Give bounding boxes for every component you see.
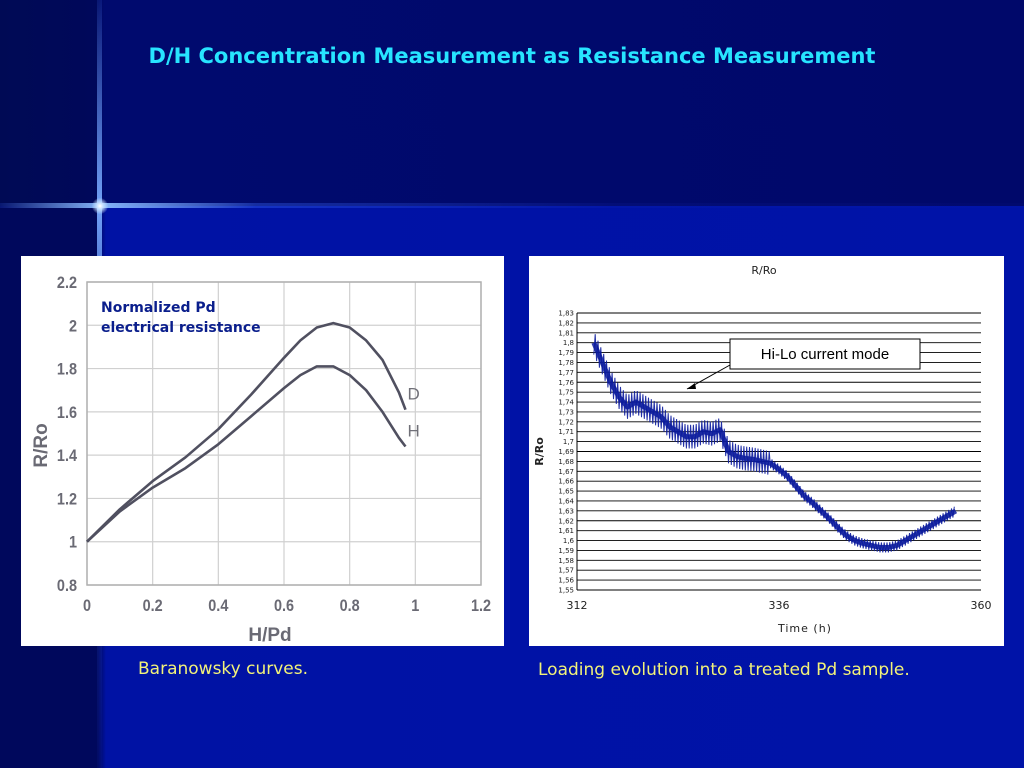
loading-chart: R/Ro 1,55 1,56 1,57 1,58 1,59 1,6 1,61 1,62 1,63 1… xyxy=(533,264,992,635)
y-tick-label: 1,6 xyxy=(563,537,575,545)
y-tick-label: 1.4 xyxy=(57,447,77,465)
y-tick-label: 1.2 xyxy=(57,490,77,508)
loading-chart-panel: R/Ro 1,55 1,56 1,57 1,58 1,59 1,6 1,61 1,62 1,63 1… xyxy=(529,256,1004,646)
background-upper xyxy=(0,0,1024,206)
y-tick-label: 1,73 xyxy=(558,408,574,416)
x-tick-label: 0.4 xyxy=(208,597,228,615)
x-tick-label: 312 xyxy=(567,599,588,612)
slide-title: D/H Concentration Measurement as Resista… xyxy=(148,44,876,68)
y-axis-label: R/Ro xyxy=(533,437,546,466)
y-tick-label: 1.8 xyxy=(57,361,77,379)
y-tick-label: 1,71 xyxy=(558,428,574,436)
y-tick-label: 1,8 xyxy=(563,339,574,347)
y-tick-label: 1 xyxy=(69,534,77,552)
x-tick-label: 0.6 xyxy=(274,597,294,615)
x-tick-label: 0.8 xyxy=(340,597,360,615)
y-tick-label: 1,56 xyxy=(558,577,574,585)
annotation-arrowhead xyxy=(687,383,696,389)
y-tick-label: 1,62 xyxy=(558,517,574,525)
y-tick-label: 1,61 xyxy=(558,527,574,535)
annotation-text: electrical resistance xyxy=(101,320,261,336)
caption-right: Loading evolution into a treated Pd samp… xyxy=(538,660,910,680)
chart-title: R/Ro xyxy=(751,264,776,277)
series-noise xyxy=(593,334,955,553)
x-tick-label: 0 xyxy=(83,597,91,615)
y-tick-label: 1,76 xyxy=(558,379,574,387)
x-tick-label: 0.2 xyxy=(143,597,163,615)
series-line-h xyxy=(86,365,407,543)
y-tick-label: 2 xyxy=(69,317,77,335)
y-tick-label: 1,75 xyxy=(558,389,574,397)
x-tick-label: 360 xyxy=(971,599,992,612)
annotation-text: Normalized Pd xyxy=(101,300,216,316)
y-tick-label: 1,55 xyxy=(558,587,574,595)
y-tick-label: 1,59 xyxy=(558,547,574,555)
y-tick-label: 1,81 xyxy=(558,329,574,337)
series-line xyxy=(591,341,958,550)
y-tick-label: 1,78 xyxy=(558,359,574,367)
y-tick-label: 1,83 xyxy=(558,310,574,318)
y-tick-label: 1,82 xyxy=(558,319,574,327)
y-axis-label: R/Ro xyxy=(31,423,52,467)
y-tick-label: 1,77 xyxy=(558,369,574,377)
baranowsky-chart-panel: 0 0.2 0.4 0.6 0.8 1 1.2 0.8 1 1.2 1.4 1.6 1.8 2 2.2 D H H… xyxy=(21,256,504,646)
x-tick-label: 336 xyxy=(769,599,790,612)
x-axis-label: H/Pd xyxy=(248,625,291,646)
y-tick-label: 2.2 xyxy=(57,274,77,292)
y-tick-label: 1,7 xyxy=(563,438,574,446)
y-tick-label: 1.6 xyxy=(57,404,77,422)
series-line-d xyxy=(86,321,407,543)
x-axis-label: Time (h) xyxy=(777,622,832,635)
y-tick-label: 1,63 xyxy=(558,507,574,515)
x-tick-label: 1 xyxy=(411,597,419,615)
plot-frame xyxy=(86,281,482,586)
baranowsky-chart: 0 0.2 0.4 0.6 0.8 1 1.2 0.8 1 1.2 1.4 1.6 1.8 2 2.2 DH H… xyxy=(31,274,491,646)
y-tick-label: 1,69 xyxy=(558,448,574,456)
y-tick-label: 1,72 xyxy=(558,418,574,426)
series-label-d: D xyxy=(407,385,419,404)
annotation-text: Hi-Lo current mode xyxy=(761,346,889,363)
x-tick-label: 1.2 xyxy=(471,597,491,615)
y-tick-label: 1,64 xyxy=(558,497,574,505)
y-tick-label: 1,68 xyxy=(558,458,574,466)
annotation-box xyxy=(729,338,921,370)
light-flare-core xyxy=(92,198,108,214)
y-tick-label: 0.8 xyxy=(57,577,77,595)
caption-left: Baranowsky curves. xyxy=(138,659,309,679)
y-tick-label: 1,66 xyxy=(558,478,574,486)
y-tick-label: 1,67 xyxy=(558,468,574,476)
y-tick-label: 1,65 xyxy=(558,488,574,496)
y-tick-label: 1,57 xyxy=(558,567,574,575)
light-flare-horizontal xyxy=(0,203,1024,208)
y-tick-label: 1,74 xyxy=(558,399,574,407)
series-label-h: H xyxy=(407,421,419,440)
y-tick-label: 1,58 xyxy=(558,557,574,565)
y-tick-label: 1,79 xyxy=(558,349,574,357)
